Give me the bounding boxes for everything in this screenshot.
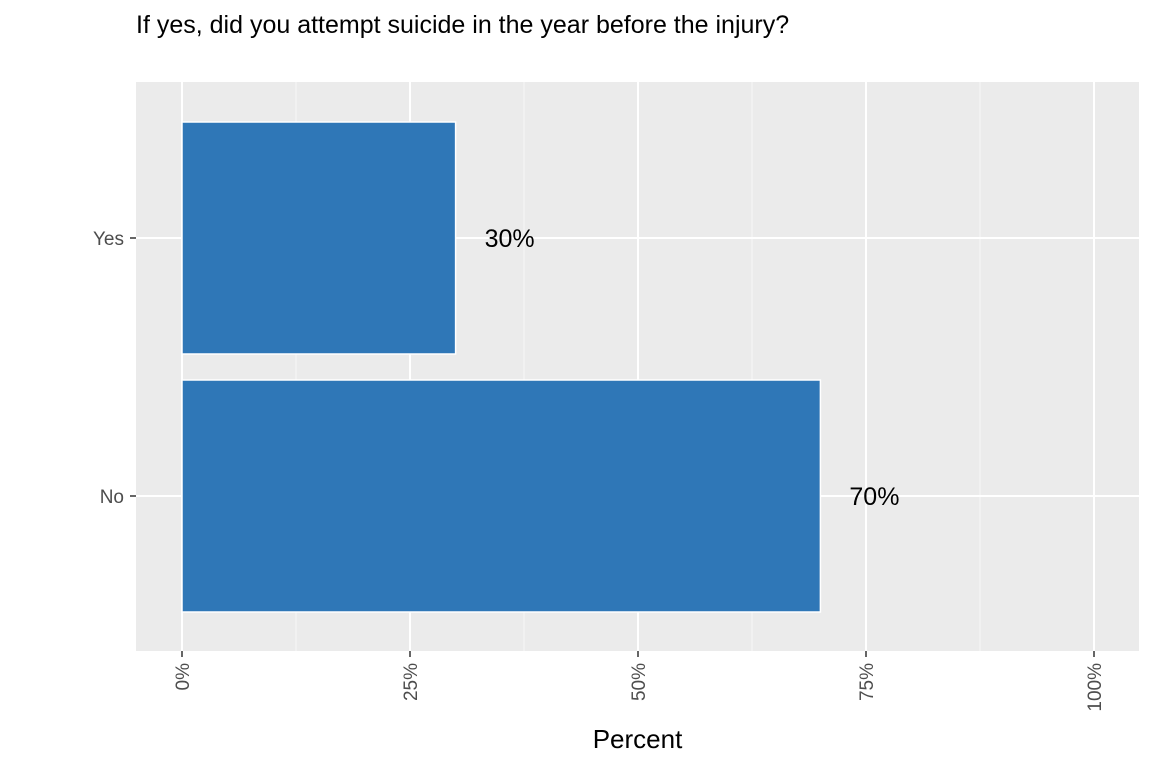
data-label-no: 70% (849, 483, 899, 511)
x-tick-label: 25% (401, 663, 422, 701)
y-tick-label-no: No (100, 487, 124, 508)
x-axis-title: Percent (593, 724, 683, 754)
x-tick-label: 100% (1085, 663, 1106, 712)
x-tick-label: 0% (173, 663, 194, 691)
x-tick-label: 75% (857, 663, 878, 701)
chart-title: If yes, did you attempt suicide in the y… (136, 11, 790, 39)
bar-yes (181, 121, 457, 355)
y-tick-label-yes: Yes (93, 229, 124, 250)
x-tick-label: 50% (629, 663, 650, 701)
bar-no (181, 379, 822, 613)
data-label-yes: 30% (485, 225, 535, 253)
